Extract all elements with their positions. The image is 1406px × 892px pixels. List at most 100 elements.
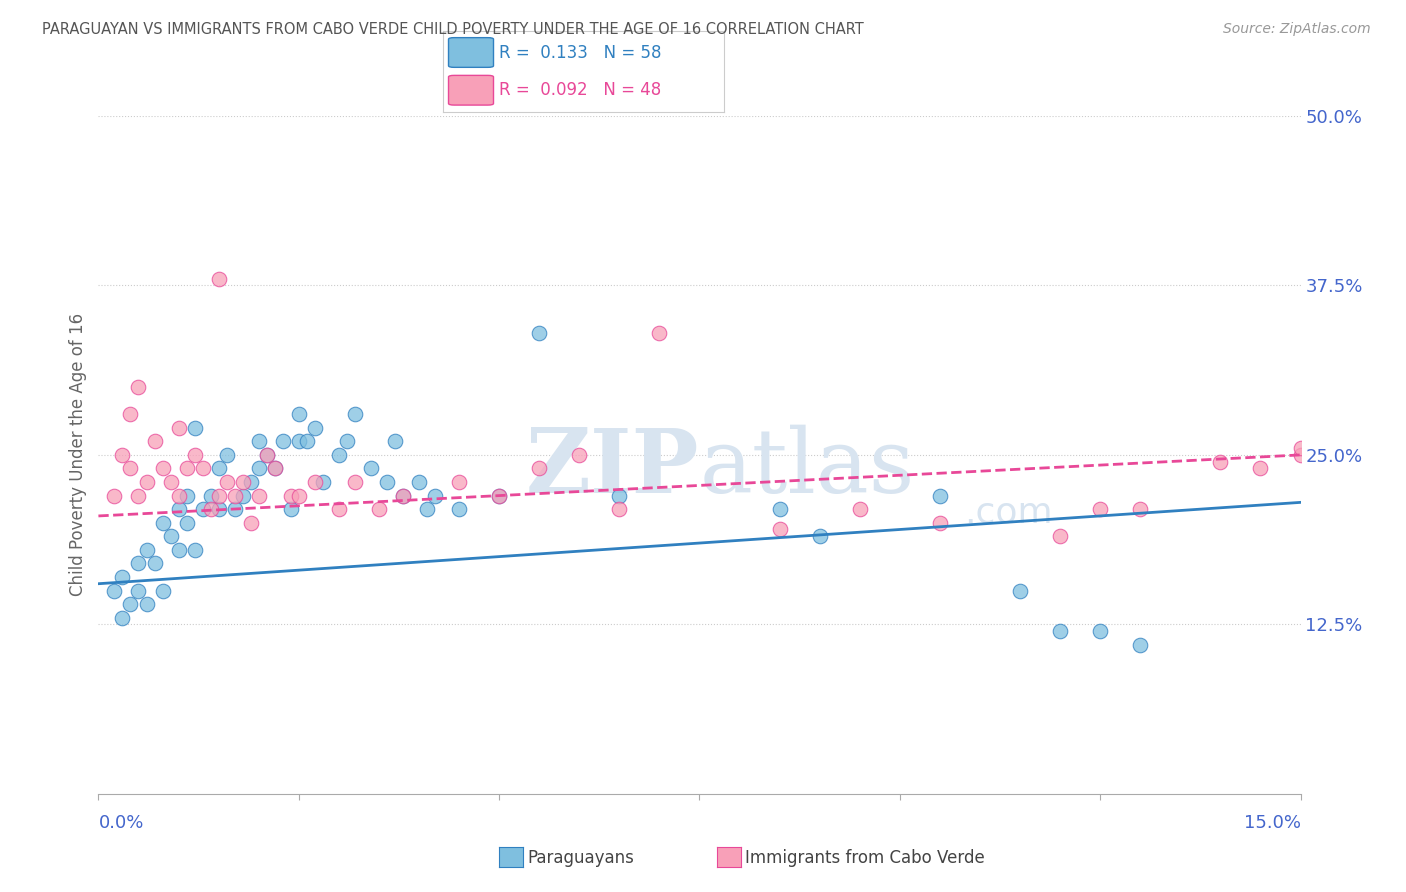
Point bbox=[488, 489, 510, 503]
Point bbox=[304, 475, 326, 489]
Point bbox=[256, 448, 278, 462]
Point bbox=[384, 434, 406, 449]
FancyBboxPatch shape bbox=[449, 37, 494, 68]
Point bbox=[416, 502, 439, 516]
Text: PARAGUAYAN VS IMMIGRANTS FROM CABO VERDE CHILD POVERTY UNDER THE AGE OF 16 CORRE: PARAGUAYAN VS IMMIGRANTS FROM CABO VERDE… bbox=[42, 22, 863, 37]
Text: ZIP: ZIP bbox=[526, 425, 699, 512]
Point bbox=[183, 448, 205, 462]
Point bbox=[336, 434, 359, 449]
Point bbox=[609, 502, 631, 516]
Point bbox=[232, 489, 254, 503]
Point bbox=[128, 489, 150, 503]
Text: R =  0.133   N = 58: R = 0.133 N = 58 bbox=[499, 44, 662, 62]
Point bbox=[247, 434, 270, 449]
Text: Source: ZipAtlas.com: Source: ZipAtlas.com bbox=[1223, 22, 1371, 37]
Point bbox=[191, 461, 214, 475]
Text: atlas: atlas bbox=[699, 425, 915, 512]
Text: 15.0%: 15.0% bbox=[1243, 814, 1301, 831]
Point bbox=[849, 502, 872, 516]
Point bbox=[328, 448, 350, 462]
Point bbox=[447, 475, 470, 489]
Point bbox=[287, 407, 309, 421]
Point bbox=[208, 489, 231, 503]
Point bbox=[447, 502, 470, 516]
Point bbox=[1129, 638, 1152, 652]
Point bbox=[208, 502, 231, 516]
Text: 0.0%: 0.0% bbox=[98, 814, 143, 831]
Point bbox=[135, 597, 157, 611]
Point bbox=[120, 407, 142, 421]
Point bbox=[1088, 502, 1111, 516]
Text: R =  0.092   N = 48: R = 0.092 N = 48 bbox=[499, 81, 661, 99]
Point bbox=[167, 421, 190, 435]
Point bbox=[375, 475, 398, 489]
Point bbox=[208, 271, 231, 285]
Point bbox=[529, 326, 551, 340]
Point bbox=[111, 610, 134, 624]
Point bbox=[287, 489, 309, 503]
Point bbox=[120, 597, 142, 611]
Point bbox=[103, 583, 125, 598]
Point bbox=[343, 407, 366, 421]
Point bbox=[343, 475, 366, 489]
Point bbox=[287, 434, 309, 449]
Point bbox=[111, 448, 134, 462]
Point bbox=[648, 326, 671, 340]
Point bbox=[176, 489, 198, 503]
Point bbox=[1209, 455, 1232, 469]
Point bbox=[167, 542, 190, 557]
Point bbox=[768, 502, 790, 516]
Point bbox=[183, 542, 205, 557]
Point bbox=[1289, 448, 1312, 462]
Text: .com: .com bbox=[965, 496, 1053, 530]
Point bbox=[328, 502, 350, 516]
Point bbox=[176, 461, 198, 475]
Text: Immigrants from Cabo Verde: Immigrants from Cabo Verde bbox=[745, 849, 986, 867]
Point bbox=[392, 489, 415, 503]
Point bbox=[152, 516, 174, 530]
Point bbox=[263, 461, 285, 475]
Point bbox=[488, 489, 510, 503]
Point bbox=[1088, 624, 1111, 639]
Point bbox=[167, 502, 190, 516]
FancyBboxPatch shape bbox=[449, 76, 494, 105]
Point bbox=[1049, 529, 1071, 543]
Point bbox=[120, 461, 142, 475]
Point bbox=[143, 434, 166, 449]
Point bbox=[128, 557, 150, 571]
Point bbox=[143, 557, 166, 571]
Point bbox=[159, 529, 181, 543]
Point bbox=[808, 529, 831, 543]
Point bbox=[529, 461, 551, 475]
Point bbox=[280, 489, 302, 503]
Point bbox=[103, 489, 125, 503]
Point bbox=[159, 475, 181, 489]
Point bbox=[247, 489, 270, 503]
Text: Paraguayans: Paraguayans bbox=[527, 849, 634, 867]
Point bbox=[167, 489, 190, 503]
Point bbox=[152, 461, 174, 475]
Point bbox=[392, 489, 415, 503]
Point bbox=[176, 516, 198, 530]
Point bbox=[568, 448, 591, 462]
Point bbox=[1129, 502, 1152, 516]
Point bbox=[215, 448, 238, 462]
Point bbox=[609, 489, 631, 503]
Point bbox=[1049, 624, 1071, 639]
Point bbox=[1289, 441, 1312, 455]
Point bbox=[1250, 461, 1272, 475]
Point bbox=[929, 489, 952, 503]
Point bbox=[128, 583, 150, 598]
Point bbox=[295, 434, 318, 449]
Point bbox=[239, 516, 262, 530]
Point bbox=[408, 475, 430, 489]
Point bbox=[135, 475, 157, 489]
Point bbox=[312, 475, 335, 489]
Point bbox=[280, 502, 302, 516]
Point bbox=[256, 448, 278, 462]
Point bbox=[368, 502, 391, 516]
Point bbox=[111, 570, 134, 584]
Point bbox=[423, 489, 446, 503]
Point bbox=[128, 380, 150, 394]
Point bbox=[271, 434, 294, 449]
